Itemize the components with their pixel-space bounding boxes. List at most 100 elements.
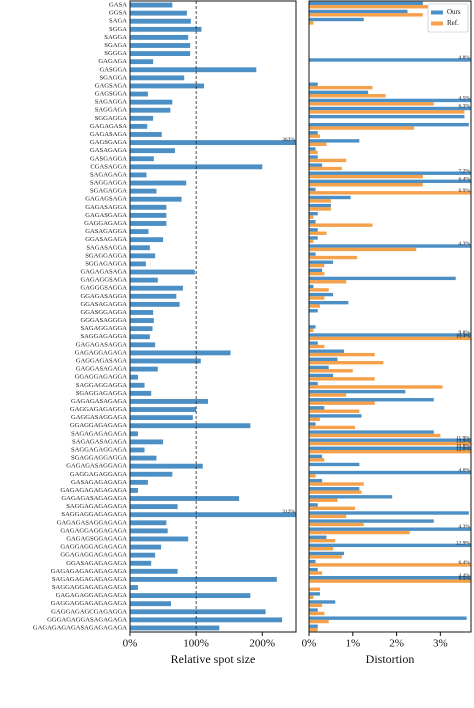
bar: [130, 180, 187, 186]
bar: [309, 220, 316, 224]
bar: [309, 389, 406, 394]
category-label: SGAGAGGA: [90, 188, 127, 195]
bar: [309, 559, 316, 564]
bar: [130, 261, 146, 267]
bar: [309, 349, 345, 353]
bar: [130, 350, 231, 356]
category-label: SGAGGAGGAGGA: [71, 455, 127, 462]
category-label: SAGAGAGAGAGAGAGA: [52, 576, 127, 583]
bar: [309, 503, 318, 507]
category-label: GAGGAGGAGAGAGA: [60, 544, 127, 551]
category-label: GAGAGGAGGAGAGA: [60, 527, 127, 534]
category-label: SAGAGAGA: [90, 171, 127, 178]
category-label: GAGAGAGAGASAGAGAGAGA: [33, 624, 127, 631]
bar: [130, 609, 266, 615]
category-label: GAGAGAGAGAGAGAGA: [51, 568, 127, 575]
category-label: GGSA: [109, 10, 127, 17]
category-label: GAGASAGGA: [85, 204, 127, 211]
value-label: 4.4%: [459, 573, 471, 579]
category-label: GAGGAGGAGAGAGAGA: [51, 600, 127, 607]
bar: [309, 535, 327, 539]
bar: [309, 171, 471, 175]
bar: [309, 462, 360, 467]
category-label: GGAGGAGAGAGA: [70, 422, 127, 429]
bar: [309, 360, 384, 365]
category-label: SAGA: [109, 18, 127, 25]
category-label: GGASAGAGAGAGA: [66, 560, 127, 567]
category-label: GAGGGSAGGA: [80, 285, 127, 292]
category-label: SAGAGAGAGAGA: [71, 430, 127, 437]
bar: [309, 438, 471, 442]
bar: [309, 131, 318, 135]
bar: [309, 430, 434, 434]
bar: [309, 268, 323, 273]
bar: [309, 495, 393, 499]
bar: [130, 593, 251, 599]
category-label: GASGAGGA: [90, 155, 127, 162]
bar: [130, 34, 189, 40]
bar: [130, 568, 178, 574]
bar: [130, 245, 150, 251]
value-label: 6.4%: [459, 176, 471, 182]
bar: [130, 51, 191, 57]
bar: [130, 277, 158, 283]
value-label: 6.5%: [459, 576, 471, 582]
value-label: 312%: [282, 509, 295, 515]
category-label: GAGAGGAGAGA: [75, 349, 128, 356]
bar: [309, 231, 327, 235]
category-label: GASGGA: [100, 66, 128, 73]
category-label: GAGSGAGA: [90, 139, 127, 146]
bar: [130, 115, 154, 121]
bar: [130, 576, 277, 582]
bar: [309, 5, 434, 9]
bar: [309, 139, 360, 143]
bar: [309, 239, 314, 244]
bar: [130, 585, 138, 590]
bar: [130, 617, 283, 623]
bar: [309, 255, 358, 260]
bar: [130, 269, 195, 275]
bar: [309, 163, 323, 167]
bar: [309, 482, 364, 486]
bar: [309, 490, 362, 494]
plot-area: [130, 2, 296, 631]
bar: [309, 94, 386, 98]
bar: [309, 147, 316, 151]
category-label: GAGASAGA: [90, 131, 127, 138]
bar: [309, 563, 471, 567]
bar: [309, 611, 325, 616]
bar: [309, 272, 325, 276]
value-label: 11.9%: [456, 435, 470, 441]
category-label: GAGAGASAGAGAGA: [61, 495, 127, 502]
bar: [309, 292, 334, 297]
bar: [130, 374, 138, 380]
category-label: GAGASGAGA: [85, 212, 127, 219]
bar: [309, 433, 441, 438]
category-label: GAGAGA: [98, 58, 127, 65]
category-label: SAGAGGAGGA: [80, 325, 127, 332]
bar: [309, 58, 471, 62]
bar: [309, 627, 318, 632]
bar: [309, 527, 471, 531]
category-label: SAGAGGA: [95, 99, 127, 106]
bar: [309, 543, 471, 548]
bar: [130, 463, 203, 469]
bar: [130, 326, 153, 332]
category-label: GGGAGAGGASAGAGAGA: [47, 616, 127, 623]
bar: [309, 487, 360, 491]
bar: [130, 366, 158, 372]
bar: [130, 285, 183, 291]
category-label: SAGGAGAGAGAGA: [66, 503, 127, 510]
bar: [309, 470, 471, 475]
category-label: SGAGGAGGA: [85, 252, 127, 259]
bar: [130, 496, 240, 501]
bar: [309, 571, 323, 575]
bar: [309, 417, 320, 422]
category-label: SGGAGAGGA: [85, 260, 127, 267]
value-label: 4.3%: [459, 524, 471, 530]
x-tick-label: 3%: [433, 638, 448, 650]
bar: [130, 43, 191, 48]
value-label: 4.8%: [459, 55, 471, 61]
bar: [130, 334, 150, 340]
